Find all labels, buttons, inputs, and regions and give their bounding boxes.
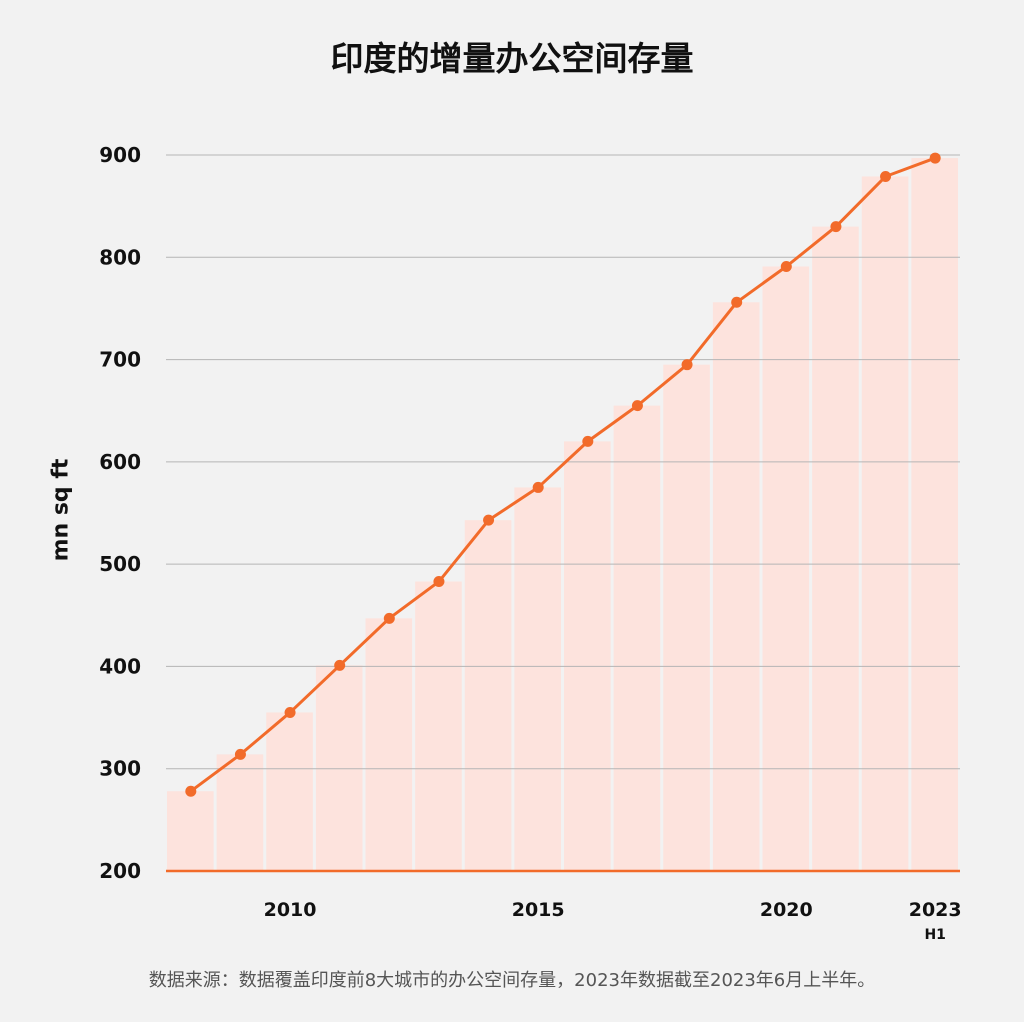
bar: [712, 302, 760, 871]
data-point: [880, 170, 892, 182]
x-tick-label: 2015: [512, 899, 565, 921]
line-layer: [185, 152, 941, 797]
data-point: [284, 706, 296, 718]
x-tick-label: 2023: [909, 899, 962, 921]
data-point: [681, 359, 693, 371]
data-point: [582, 435, 594, 447]
data-point: [483, 514, 495, 526]
x-tick-sublabel: H1: [924, 927, 945, 943]
data-point: [929, 152, 941, 164]
bar: [663, 364, 710, 871]
data-point: [433, 576, 445, 588]
gridlines-layer: [166, 154, 960, 873]
bar: [564, 441, 611, 871]
data-point: [234, 748, 246, 760]
chart-area: 200 300 400 500 600 700 800 900 2010 2015 2020 202…: [99, 143, 962, 943]
bar: [315, 665, 363, 871]
y-tick-layer: 200 300 400 500 600 700 800 900: [99, 143, 141, 883]
y-tick-label: 900: [99, 143, 141, 167]
y-tick-label: 300: [99, 757, 141, 781]
y-tick-label: 500: [99, 552, 141, 576]
bar: [216, 754, 264, 871]
bar: [861, 176, 909, 872]
bar: [911, 158, 958, 871]
y-tick-label: 200: [99, 859, 141, 883]
y-tick-label: 700: [99, 348, 141, 372]
data-point: [532, 481, 544, 493]
y-tick-label: 400: [99, 654, 141, 678]
x-tick-label: 2010: [264, 899, 317, 921]
x-tick-layer: 2010 2015 2020 2023 H1: [264, 899, 962, 943]
series-line: [189, 156, 936, 793]
bar: [762, 266, 810, 871]
source-footnote: 数据来源：数据覆盖印度前8大城市的办公空间存量，2023年数据截至2023年6月…: [148, 970, 876, 991]
data-point: [830, 221, 842, 233]
bar: [613, 405, 661, 871]
x-tick-label: 2020: [760, 899, 813, 921]
bars-layer: [167, 158, 958, 872]
bar: [365, 618, 413, 871]
bar: [167, 791, 214, 871]
y-tick-label: 600: [99, 450, 141, 474]
bar: [812, 226, 859, 872]
bar: [415, 581, 462, 871]
chart-title: 印度的增量办公空间存量: [330, 39, 694, 78]
bar: [266, 712, 313, 871]
data-point: [731, 296, 743, 308]
bar: [464, 520, 512, 871]
data-point: [780, 260, 792, 272]
bar: [514, 487, 561, 871]
y-tick-label: 800: [99, 245, 141, 269]
data-point: [334, 659, 346, 671]
data-point: [185, 785, 197, 797]
data-point: [631, 400, 643, 412]
data-point: [383, 612, 395, 624]
